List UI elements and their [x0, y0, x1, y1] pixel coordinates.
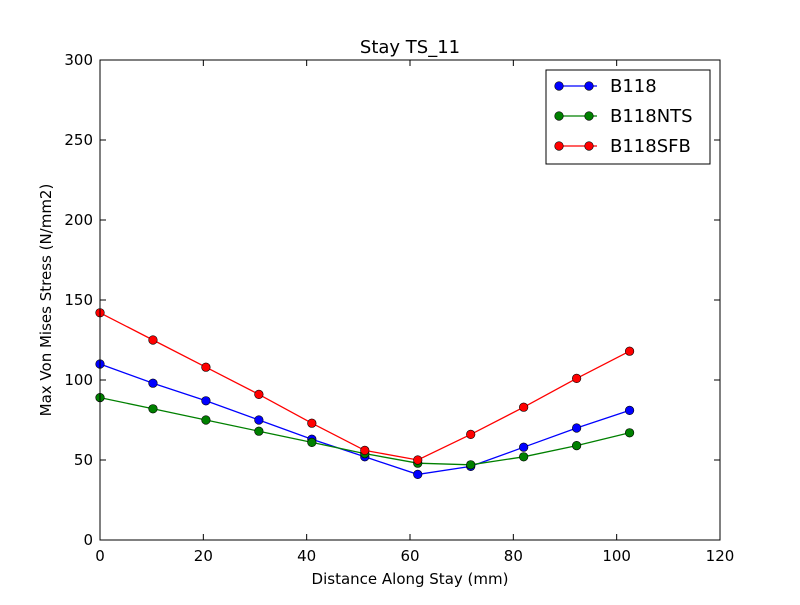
data-point-b118: [413, 469, 423, 480]
data-point-b118nts: [572, 441, 582, 451]
data-point-b118: [572, 423, 582, 433]
data-point-b118: [254, 415, 264, 425]
data-point-b118sfb: [519, 402, 529, 412]
legend: B118 B118NTS B118SFB: [545, 69, 711, 165]
plot-frame: [99, 59, 721, 541]
data-point-b118sfb: [201, 362, 211, 372]
data-point-b118sfb: [466, 429, 476, 440]
y-tick-label: 300: [64, 51, 93, 69]
x-tick-label: 60: [400, 547, 419, 565]
y-tick-label: 250: [64, 131, 93, 149]
data-point-b118nts: [201, 415, 211, 425]
x-tick-label: 0: [95, 547, 105, 565]
data-point-b118nts: [148, 404, 158, 414]
data-point-b118sfb: [572, 373, 582, 384]
x-tick-label: 100: [602, 547, 631, 565]
data-point-b118nts: [624, 428, 635, 438]
data-point-b118sfb: [413, 455, 423, 465]
x-tick-label: 120: [706, 547, 735, 565]
data-point-b118nts: [466, 460, 476, 470]
data-point-b118: [201, 396, 211, 406]
legend-marker: [584, 81, 594, 91]
legend-label: B118SFB: [610, 136, 691, 157]
plot-area: 0 20 40 60 80 100 120 0 50 100 150 200 250 300: [64, 51, 734, 565]
x-tick-label: 20: [194, 547, 213, 565]
data-point-b118nts: [254, 426, 264, 436]
data-point-b118sfb: [254, 389, 264, 400]
chart-title: Stay TS_11: [360, 37, 460, 58]
x-tick-label: 80: [504, 547, 523, 565]
data-point-b118: [148, 378, 158, 388]
data-point-b118nts: [307, 437, 317, 448]
y-axis-label: Max Von Mises Stress (N/mm2): [37, 184, 55, 417]
x-tick-label: 40: [297, 547, 316, 565]
y-tick-label: 200: [64, 211, 93, 229]
legend-label: B118: [610, 76, 657, 97]
y-tick-label: 0: [83, 531, 93, 549]
y-tick-label: 100: [64, 371, 93, 389]
data-point-b118sfb: [624, 346, 635, 356]
legend-marker: [584, 111, 594, 121]
data-point-b118sfb: [360, 445, 370, 456]
y-tick-label: 50: [74, 451, 93, 469]
data-point-b118sfb: [307, 418, 317, 428]
legend-marker: [584, 141, 594, 151]
data-point-b118sfb: [148, 335, 158, 345]
legend-label: B118NTS: [610, 106, 693, 127]
y-tick-label: 150: [64, 291, 93, 309]
data-point-b118: [519, 442, 529, 452]
x-axis-label: Distance Along Stay (mm): [312, 570, 509, 588]
data-point-b118nts: [519, 452, 529, 462]
legend-marker: [554, 81, 564, 91]
legend-marker: [554, 141, 564, 151]
legend-marker: [554, 111, 564, 121]
data-point-b118: [624, 405, 635, 416]
